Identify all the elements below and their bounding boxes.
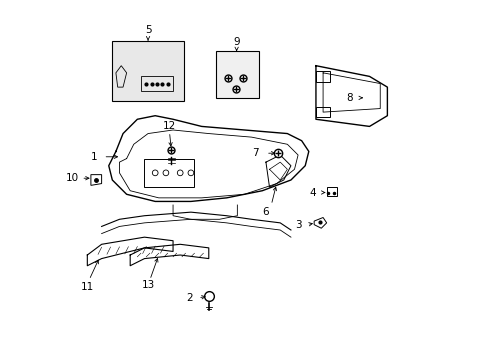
Bar: [112, 41, 183, 102]
Text: 1: 1: [91, 152, 98, 162]
Bar: [315, 107, 329, 117]
Text: 6: 6: [262, 207, 269, 217]
Text: 12: 12: [163, 121, 176, 131]
Text: 11: 11: [81, 282, 94, 292]
Text: 9: 9: [233, 37, 240, 48]
Text: 5: 5: [144, 25, 151, 35]
Text: 7: 7: [251, 148, 258, 158]
Bar: [216, 51, 258, 98]
Text: 10: 10: [65, 173, 79, 183]
Text: 3: 3: [294, 220, 301, 230]
Bar: [326, 187, 337, 196]
Text: 8: 8: [346, 93, 352, 103]
Text: 13: 13: [141, 280, 154, 291]
Text: 2: 2: [185, 293, 192, 303]
Text: 4: 4: [308, 188, 315, 198]
Bar: [315, 71, 329, 82]
Bar: [141, 76, 173, 91]
